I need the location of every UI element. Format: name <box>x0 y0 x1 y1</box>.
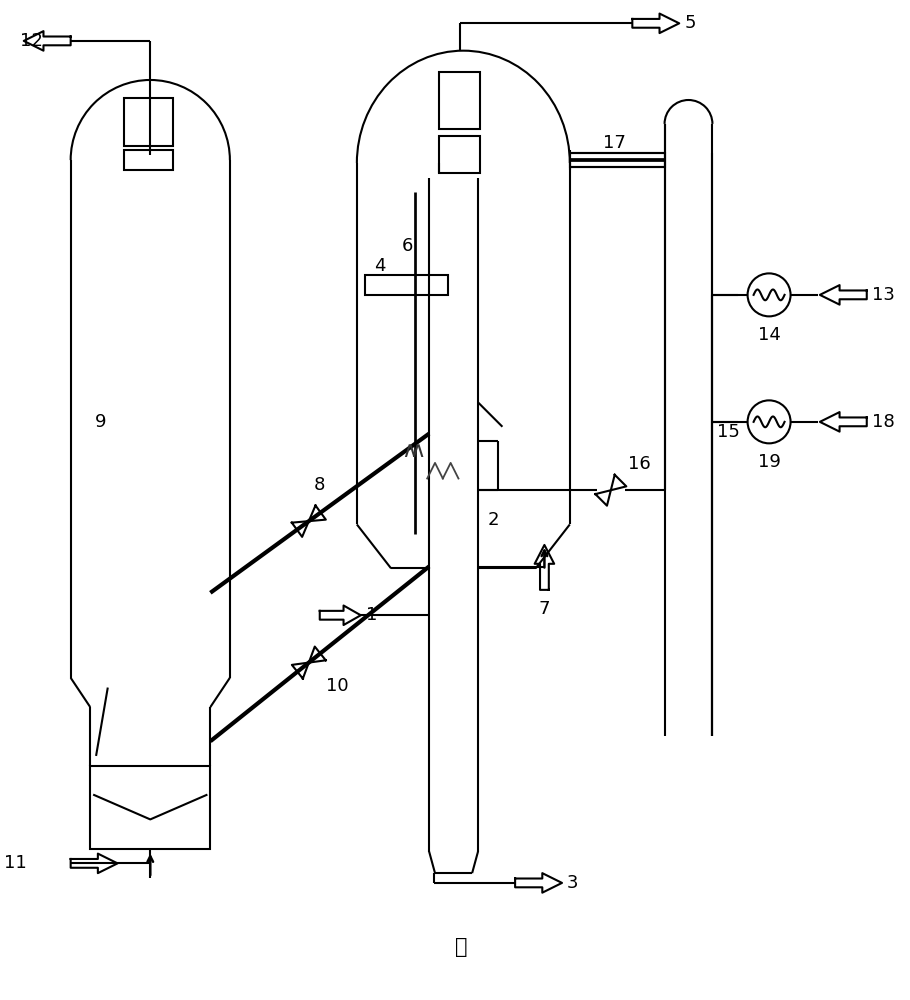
Bar <box>439 72 480 129</box>
Text: 2: 2 <box>488 511 500 529</box>
Text: 5: 5 <box>684 14 695 32</box>
Text: 15: 15 <box>717 423 740 441</box>
Text: 3: 3 <box>567 874 579 892</box>
Text: 13: 13 <box>872 286 895 304</box>
Bar <box>125 98 173 146</box>
Text: ∧: ∧ <box>401 441 418 461</box>
Text: 1: 1 <box>366 606 377 624</box>
Text: 11: 11 <box>4 854 26 872</box>
Text: 图: 图 <box>455 937 468 957</box>
Text: ∧: ∧ <box>410 441 426 461</box>
Text: 4: 4 <box>374 257 386 275</box>
Bar <box>439 136 480 173</box>
Text: 18: 18 <box>872 413 895 431</box>
Text: 10: 10 <box>327 677 349 695</box>
Bar <box>365 275 448 295</box>
Text: 6: 6 <box>402 237 413 255</box>
Text: 9: 9 <box>95 413 106 431</box>
Text: 8: 8 <box>314 476 325 494</box>
Text: 17: 17 <box>603 134 626 152</box>
Text: 16: 16 <box>629 455 652 473</box>
Bar <box>570 153 664 167</box>
Bar <box>125 150 173 170</box>
Text: 12: 12 <box>20 32 43 50</box>
Text: 14: 14 <box>758 326 781 344</box>
Text: 19: 19 <box>758 453 781 471</box>
Bar <box>90 766 210 849</box>
Text: 7: 7 <box>539 600 551 618</box>
